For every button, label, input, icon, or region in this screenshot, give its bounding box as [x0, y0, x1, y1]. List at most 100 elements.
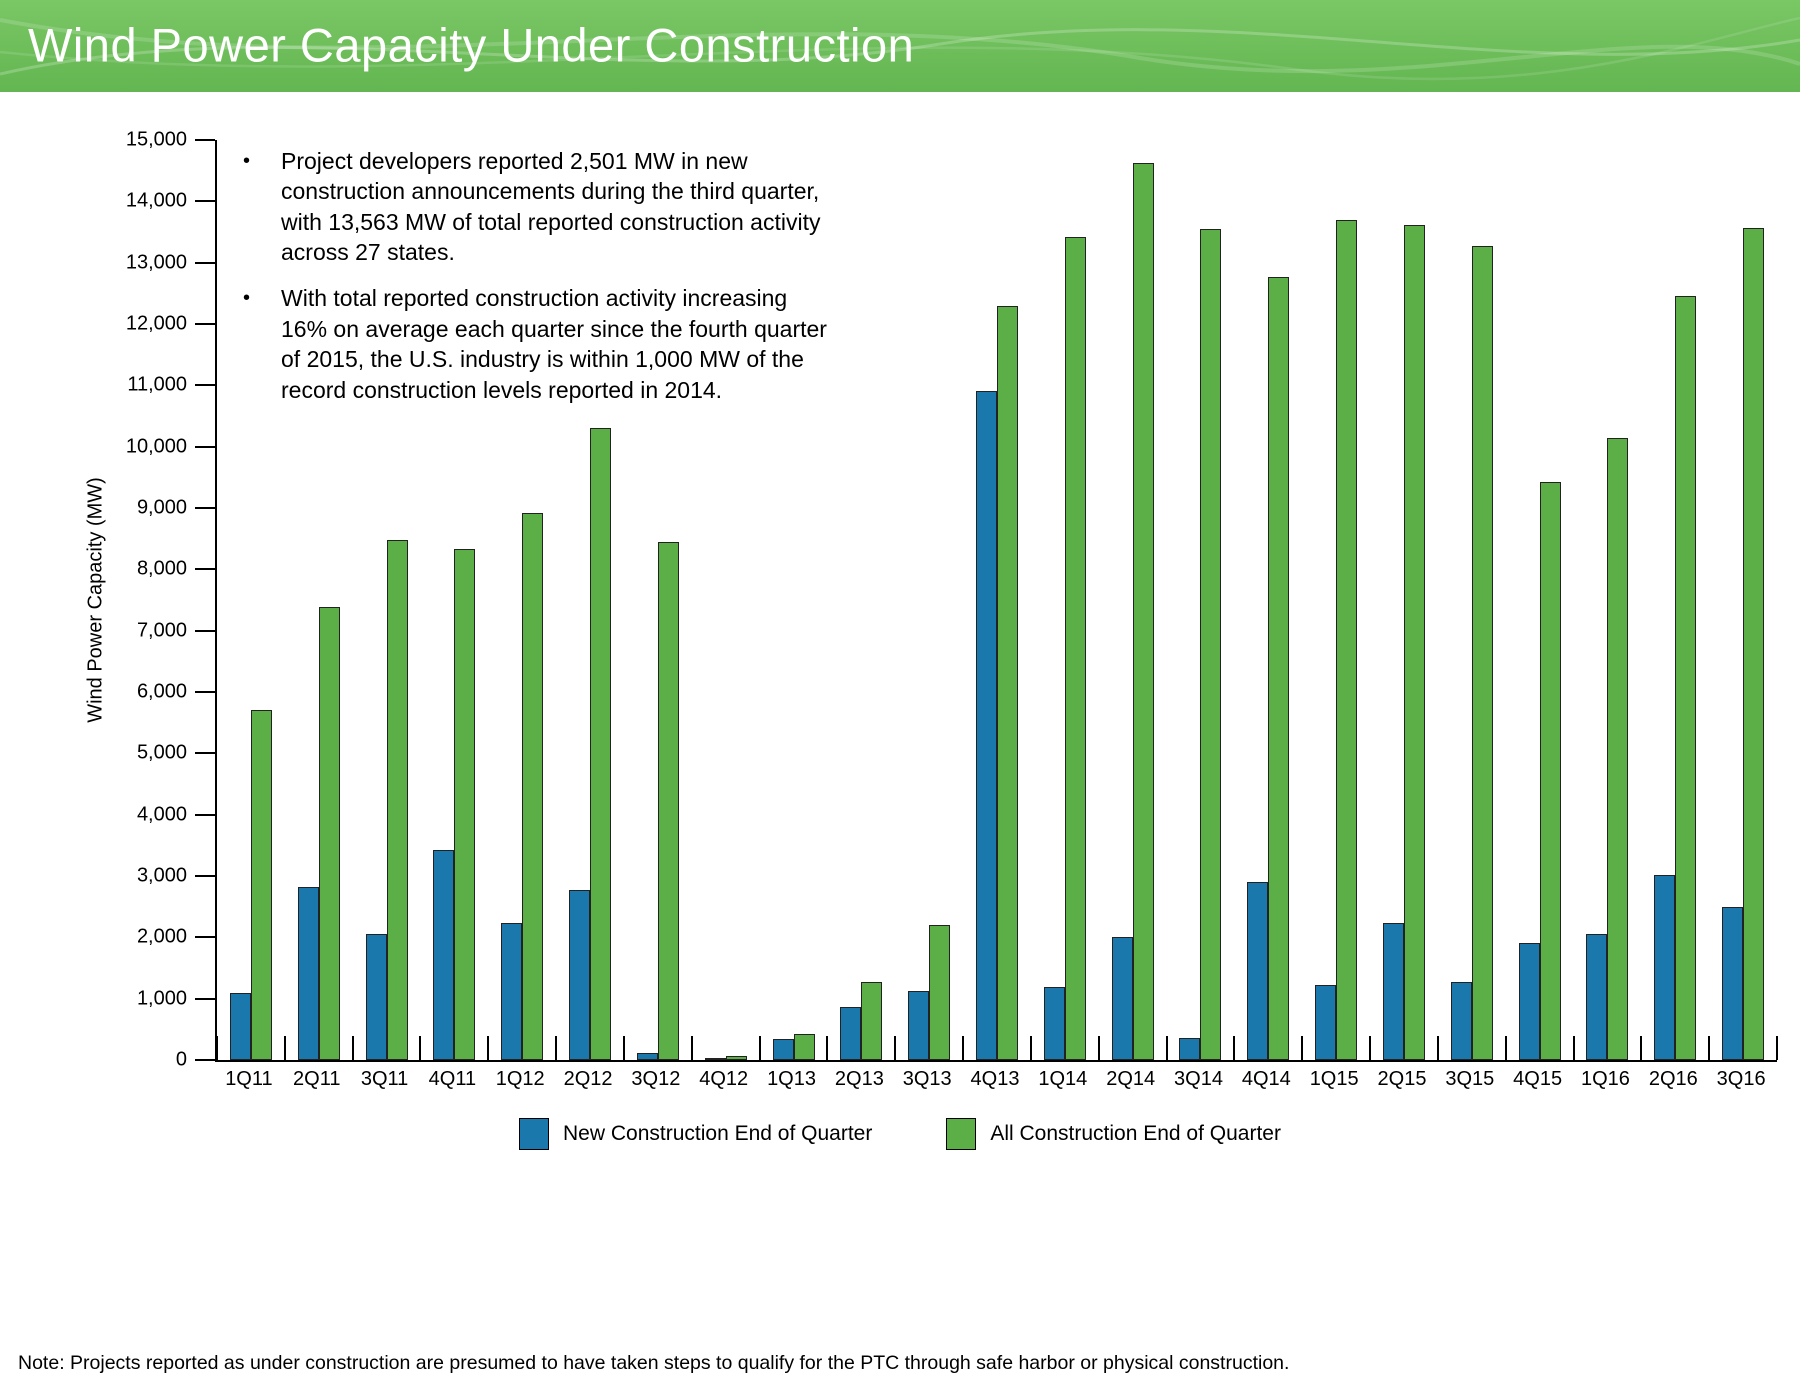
legend-label: New Construction End of Quarter — [563, 1122, 873, 1145]
bar-new-construction — [1043, 987, 1065, 1060]
y-axis-tick — [195, 875, 215, 877]
x-axis-tick — [352, 1036, 354, 1060]
x-axis-tick — [1098, 1036, 1100, 1060]
x-axis-tick — [623, 1036, 625, 1060]
y-axis-tick — [195, 629, 215, 632]
x-axis-tick — [487, 1036, 489, 1060]
x-axis-label: 4Q14 — [1241, 1068, 1291, 1090]
bullet-marker: • — [243, 287, 251, 310]
bar-all-construction — [1403, 224, 1425, 1060]
bar-all-construction — [1539, 481, 1561, 1060]
x-axis-label: 4Q11 — [428, 1068, 477, 1090]
y-axis-tick — [195, 200, 215, 203]
annotation-item: • With total reported construction activ… — [243, 283, 835, 404]
bar-all-construction — [1132, 162, 1154, 1060]
y-axis-tick-label: 7,000 — [136, 619, 187, 642]
x-axis-label: 1Q16 — [1581, 1068, 1630, 1090]
x-axis-label: 2Q15 — [1377, 1068, 1427, 1090]
y-axis-tick — [195, 1059, 215, 1061]
bar-all-construction — [793, 1033, 815, 1060]
x-axis-tick — [1233, 1036, 1235, 1060]
bar-new-construction — [840, 1007, 862, 1060]
x-axis-label: 2Q16 — [1648, 1068, 1698, 1090]
x-axis-label: 3Q16 — [1716, 1068, 1766, 1090]
bar-new-construction — [297, 887, 319, 1060]
x-axis-label: 4Q15 — [1513, 1068, 1563, 1090]
bar-new-construction — [569, 889, 591, 1060]
y-axis-tick — [195, 813, 215, 816]
x-axis-label: 4Q13 — [970, 1068, 1020, 1090]
y-axis-tick-label: 1,000 — [136, 987, 187, 1010]
x-axis-label: 2Q13 — [834, 1068, 884, 1090]
x-axis-tick — [826, 1036, 828, 1060]
y-axis-tick-label: 13,000 — [125, 251, 187, 274]
legend-item: All Construction End of Quarter — [946, 1118, 1281, 1150]
x-axis-label: 1Q14 — [1038, 1068, 1088, 1090]
x-axis-labels: 1Q11 2Q11 3Q11 4Q11 1Q12 2Q12 3Q12 4Q12 1Q13 2Q13… — [215, 1068, 1775, 1091]
y-axis-tick-label: 15,000 — [125, 128, 187, 151]
x-axis-tick — [1030, 1036, 1032, 1060]
y-axis-tick — [195, 445, 215, 448]
bar-new-construction — [908, 991, 930, 1060]
y-axis-tick — [195, 691, 215, 693]
x-axis-tick — [216, 1036, 218, 1060]
footnote: Note: Projects reported as under constru… — [18, 1352, 1290, 1374]
bar-all-construction — [1607, 438, 1629, 1060]
bar-all-construction — [386, 539, 408, 1060]
y-axis-tick-label: 9,000 — [136, 496, 187, 519]
bar-all-construction — [1743, 228, 1765, 1060]
y-axis-tick-label: 5,000 — [136, 741, 187, 764]
bar-all-construction — [657, 542, 679, 1060]
bar-new-construction — [1722, 906, 1744, 1060]
x-axis-label: 3Q11 — [360, 1068, 409, 1090]
x-axis-tick — [1640, 1036, 1642, 1060]
x-axis-label: 2Q14 — [1106, 1068, 1156, 1090]
bar-all-construction — [725, 1056, 747, 1060]
banner-wave-decoration — [0, 16, 1800, 81]
bar-new-construction — [1247, 882, 1269, 1060]
y-axis-tick — [195, 752, 215, 755]
bar-all-construction — [861, 981, 883, 1060]
x-axis-label: 1Q11 — [225, 1068, 273, 1090]
y-axis-tick — [195, 997, 215, 1000]
y-axis-tick — [195, 384, 215, 387]
bar-all-construction — [929, 925, 951, 1060]
bar-all-construction — [1336, 220, 1358, 1060]
annotation-text: With total reported construction activit… — [281, 285, 827, 403]
x-axis-label: 4Q12 — [699, 1068, 749, 1090]
x-axis-tick — [1505, 1036, 1507, 1060]
x-axis-tick — [1573, 1036, 1575, 1060]
bar-new-construction — [1179, 1037, 1201, 1060]
x-axis-tick — [1166, 1036, 1168, 1060]
x-axis-label: 3Q13 — [902, 1068, 952, 1090]
bar-all-construction — [522, 512, 544, 1060]
legend-item: New Construction End of Quarter — [519, 1118, 872, 1150]
bar-all-construction — [590, 427, 612, 1060]
title-banner: Wind Power Capacity Under Construction — [0, 0, 1800, 92]
y-axis-tick — [195, 507, 215, 509]
x-axis-tick — [759, 1036, 761, 1060]
bar-new-construction — [704, 1058, 726, 1060]
legend-swatch — [946, 1118, 977, 1150]
bar-new-construction — [229, 992, 251, 1060]
y-axis-tick-label: 12,000 — [125, 312, 187, 335]
bar-new-construction — [365, 933, 387, 1060]
plot-area: 0 1,000 2,000 3,000 4,000 5,000 6,000 7,000 8,00… — [126, 129, 1778, 1071]
y-axis-tick — [195, 936, 215, 939]
x-axis-tick — [1301, 1036, 1303, 1060]
bar-all-construction — [454, 549, 476, 1060]
x-axis-tick — [894, 1036, 896, 1060]
x-axis-tick — [1708, 1036, 1710, 1060]
bar-new-construction — [1586, 934, 1608, 1060]
y-axis-tick-label: 6,000 — [136, 680, 187, 703]
y-axis-tick-label: 10,000 — [125, 435, 187, 458]
x-axis-label: 1Q12 — [495, 1068, 545, 1090]
bullet-marker: • — [243, 150, 251, 172]
x-axis-label: 1Q13 — [767, 1068, 816, 1090]
bar-new-construction — [1518, 943, 1540, 1060]
y-axis-tick-label: 11,000 — [127, 373, 187, 396]
y-axis-tick — [195, 323, 215, 325]
y-axis-tick-label: 3,000 — [136, 864, 187, 887]
bar-new-construction — [1315, 985, 1337, 1060]
y-axis-tick-label: 8,000 — [136, 557, 187, 580]
